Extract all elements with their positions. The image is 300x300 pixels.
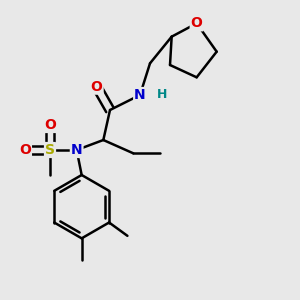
- Text: O: O: [19, 143, 31, 157]
- Text: O: O: [44, 118, 56, 132]
- Text: H: H: [157, 88, 167, 101]
- Text: N: N: [134, 88, 146, 102]
- Text: O: O: [91, 80, 103, 94]
- Text: S: S: [45, 143, 55, 157]
- Text: N: N: [71, 143, 82, 157]
- Text: O: O: [191, 16, 203, 30]
